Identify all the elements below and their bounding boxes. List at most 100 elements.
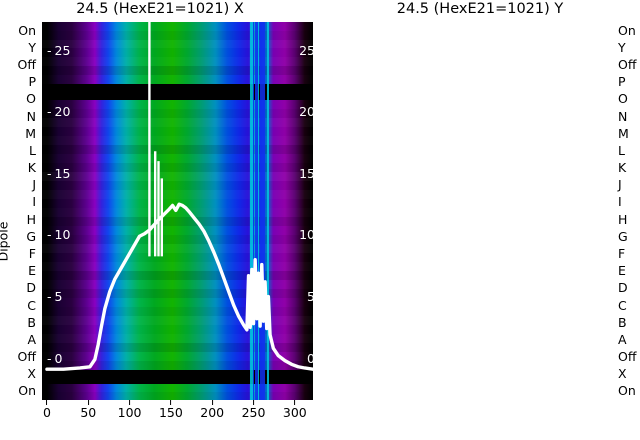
category-axis-label: E <box>618 262 626 278</box>
panel-x-title: 24.5 (HexE21=1021) X <box>76 1 244 17</box>
inner-ytick-label: 10 <box>54 227 71 243</box>
xtick: 0 <box>43 400 51 420</box>
inner-ytick-dash: - <box>47 104 52 120</box>
inner-ytick: -0 <box>47 350 63 366</box>
category-axis-label: B <box>618 314 627 330</box>
heatmap-row-noise <box>42 144 313 154</box>
inner-ytick: -25 <box>47 42 71 58</box>
xtick: 300 <box>283 400 307 420</box>
category-axis-label: H <box>618 211 628 227</box>
category-axis-label: P <box>618 73 626 89</box>
category-axis-label: H <box>26 211 36 227</box>
category-axis-label: X <box>27 365 36 381</box>
inner-ytick-label: 20 <box>54 104 71 120</box>
category-axis-label: A <box>618 331 627 347</box>
heatmap-stripe <box>257 22 260 400</box>
category-axis-label: O <box>26 91 36 107</box>
panel-x-plot-area[interactable]: -25-20-15-10-5-0 25 20 15 10 5 0 <box>42 22 313 400</box>
xtick-label: 250 <box>241 405 266 420</box>
category-axis-label: Y <box>618 39 626 55</box>
category-axis-label: J <box>618 176 622 192</box>
right-category-axis: On Y Off P O N M L K J I H G F E D C B A Off X On <box>614 22 640 400</box>
category-axis-label: Off <box>17 56 36 72</box>
inner-ytick: -20 <box>47 106 70 119</box>
category-axis-label: I <box>32 194 36 210</box>
inner-ytick: 20 <box>299 106 313 119</box>
category-axis-label: D <box>26 280 36 296</box>
category-axis-label: C <box>618 297 627 313</box>
xtick-mark <box>170 400 172 405</box>
heatmap-row-noise <box>42 391 313 400</box>
category-axis-label: Off <box>618 56 637 72</box>
category-axis-label: L <box>618 142 625 158</box>
category-axis-label: Off <box>17 348 36 364</box>
heatmap-row-noise <box>42 343 313 353</box>
heatmap-stripe <box>250 22 253 400</box>
xtick-mark <box>87 400 89 405</box>
heatmap-row-noise <box>42 30 313 40</box>
inner-ytick-label: 25 <box>54 42 71 58</box>
category-axis-label: F <box>28 245 36 261</box>
inner-ytick-label: 0 <box>54 350 63 366</box>
panel-x-xaxis: 0 50 100 150 200 250 300 <box>42 400 313 434</box>
heatmap-row-noise <box>42 216 313 226</box>
inner-ytick: -10 <box>47 229 70 242</box>
category-axis-label: Off <box>618 348 637 364</box>
xtick-label: 200 <box>200 405 225 420</box>
heatmap-stripe <box>263 22 265 400</box>
inner-ytick-label: 0 <box>307 350 313 366</box>
category-axis-label: On <box>618 383 636 399</box>
category-axis-label: B <box>27 314 36 330</box>
heatmap-stripe <box>266 22 270 400</box>
left-category-axis: Dipole On Y Off P O N M L K J I H G F E D C B A Off X On <box>0 22 40 400</box>
inner-ytick-label: 10 <box>299 227 313 243</box>
heatmap-row-noise <box>42 235 313 245</box>
category-axis-label: F <box>618 245 626 261</box>
heatmap-row-noise <box>42 162 313 172</box>
inner-ytick: 0 <box>307 350 313 366</box>
category-axis-label: O <box>618 91 628 107</box>
inner-ytick-label: 15 <box>299 165 313 181</box>
xtick-mark <box>129 400 131 405</box>
panel-x-heatmap <box>42 22 313 400</box>
xtick-mark <box>252 400 254 405</box>
inner-ytick: 25 <box>299 42 313 58</box>
category-axis-label: On <box>618 22 636 38</box>
category-axis-label: A <box>27 331 36 347</box>
inner-ytick-dash: - <box>47 289 52 305</box>
category-axis-label: N <box>618 108 628 124</box>
heatmap-band <box>42 383 313 400</box>
category-axis-label: I <box>618 194 622 210</box>
panel-x-curve <box>45 22 313 371</box>
inner-ytick: 5 <box>307 289 313 305</box>
category-axis-label: G <box>26 228 36 244</box>
xtick-label: 0 <box>42 405 51 420</box>
heatmap-stripe <box>252 22 255 400</box>
category-axis-label: M <box>618 125 629 141</box>
category-axis-label: G <box>618 228 628 244</box>
xtick: 200 <box>200 400 224 420</box>
category-axis-label: Y <box>28 39 36 55</box>
category-axis-label: E <box>28 262 36 278</box>
xtick-label: 300 <box>282 405 307 420</box>
xtick: 50 <box>80 400 96 420</box>
inner-ytick-label: 5 <box>307 289 313 305</box>
heatmap-stripe <box>260 22 263 400</box>
heatmap-row-noise <box>42 307 313 317</box>
panel-y: 24.5 (HexE21=1021) Y -25-20-15-10-5-0 05… <box>320 0 640 440</box>
category-axis-label: M <box>25 125 36 141</box>
beam-trace-path <box>45 202 313 371</box>
category-axis-label: K <box>618 159 627 175</box>
category-axis-label: On <box>18 22 36 38</box>
heatmap-row-noise <box>42 65 313 75</box>
inner-ytick-label: 15 <box>54 165 71 181</box>
panel-x: 24.5 (HexE21=1021) X -25-20-15-10-5-0 25… <box>42 1 313 434</box>
category-axis-label: X <box>618 365 627 381</box>
heatmap-row-noise <box>42 289 313 299</box>
xtick-mark <box>294 400 296 405</box>
inner-ytick-label: 25 <box>299 42 313 58</box>
xtick: 250 <box>241 400 266 420</box>
inner-ytick: 10 <box>299 229 313 242</box>
category-axis-label: C <box>27 297 36 313</box>
